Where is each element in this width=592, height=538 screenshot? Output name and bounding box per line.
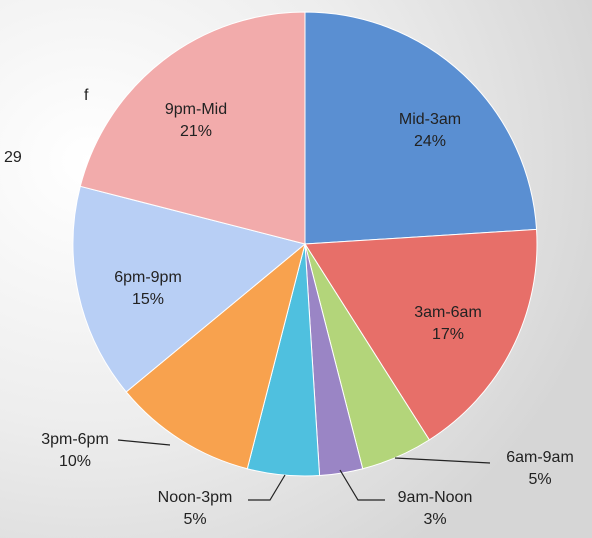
cropped-text: f [84, 87, 89, 104]
pie-slice [125, 242, 306, 470]
slice-value-label: 5% [183, 511, 206, 528]
cropped-text: 29 [4, 149, 22, 166]
slice-value-label: 21% [180, 123, 212, 140]
slice-value-label: 17% [432, 326, 464, 343]
pie-slice [304, 228, 538, 441]
pie-slice [304, 11, 538, 245]
pie-slice [72, 185, 307, 393]
slice-value-label: 3% [423, 511, 446, 528]
slice-label: 3am-6am [414, 304, 482, 321]
slice-value-label: 15% [132, 291, 164, 308]
slice-value-label: 24% [414, 133, 446, 150]
slice-label: 6pm-9pm [114, 269, 182, 286]
slice-label: Mid-3am [399, 111, 461, 128]
slice-value-label: 10% [59, 453, 91, 470]
slice-value-label: 5% [528, 471, 551, 488]
slice-label: Noon-3pm [158, 489, 233, 506]
slice-label: 9am-Noon [398, 489, 473, 506]
leader-line [248, 474, 286, 501]
leader-line [339, 469, 385, 501]
leader-line [117, 439, 171, 446]
leader-line [394, 457, 491, 464]
slice-label: 9pm-Mid [165, 101, 227, 118]
slice-label: 6am-9am [506, 449, 574, 466]
pie-slice [79, 11, 306, 245]
slice-label: 3pm-6pm [41, 431, 109, 448]
